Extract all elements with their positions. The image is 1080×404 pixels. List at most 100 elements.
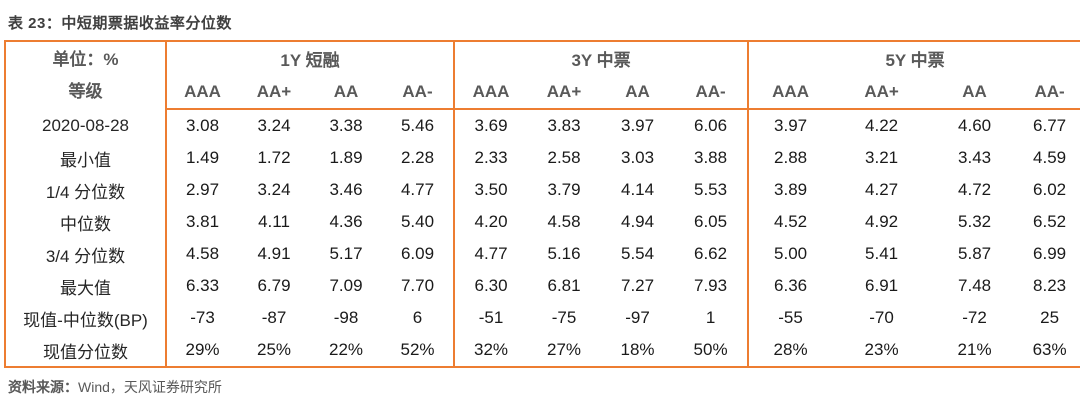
value-cell: 6.30	[453, 270, 528, 302]
value-cell: 6.79	[257, 276, 291, 295]
value-cell: 6	[412, 308, 423, 327]
value-cell: 2.33	[453, 142, 528, 174]
source-text: Wind，天风证券研究所	[78, 379, 222, 395]
value-cell: 6.91	[865, 276, 899, 295]
row-label: 现值分位数	[43, 342, 128, 362]
value-cell: 3.21	[865, 148, 899, 167]
value-cell: 4.91	[257, 244, 291, 263]
value-cell: 3.81	[165, 206, 238, 238]
rating-header: AA-	[674, 75, 749, 110]
value-cell: 4.94	[620, 212, 655, 231]
table-row: 最大值 6.33 6.79 7.09 7.70 6.30 6.81 7.27 7.93 6.36 6…	[5, 270, 1080, 302]
table-row: 现值-中位数(BP) -73 -87 -98 6 -51 -75 -97 1 -55 -70 -72 2…	[5, 302, 1080, 334]
value-cell: 22%	[328, 340, 364, 359]
rating-header: AA+	[238, 75, 310, 110]
value-cell: 7.48	[958, 276, 992, 295]
value-cell: 21%	[957, 340, 992, 359]
value-cell: -75	[551, 308, 577, 327]
value-cell: 1.72	[257, 148, 291, 167]
group-header-3y: 3Y 中票	[453, 41, 749, 75]
rating-header: AA	[310, 75, 382, 110]
source-label: 资料来源：	[8, 379, 78, 395]
value-cell: 4.22	[865, 116, 899, 135]
value-cell: 2.88	[747, 142, 833, 174]
value-cell: 4.92	[865, 212, 899, 231]
value-cell: 25%	[256, 340, 292, 359]
rating-subheader-row: AAA AA+ AA AA- AAA AA+ AA AA- AAA AA+ AA AA-	[5, 75, 1080, 110]
value-cell: 50%	[693, 340, 728, 359]
rating-header: AA	[931, 75, 1019, 110]
rating-header: AA-	[382, 75, 455, 110]
value-cell: 3.38	[329, 116, 363, 135]
table-row: 3/4 分位数 4.58 4.91 5.17 6.09 4.77 5.16 5.54 6.62 5…	[5, 238, 1080, 270]
value-cell: 5.32	[958, 212, 992, 231]
value-cell: 5.46	[400, 116, 435, 135]
value-cell: 32%	[453, 334, 528, 367]
value-cell: 6.81	[547, 276, 581, 295]
row-label: 最小值	[60, 150, 111, 170]
value-cell: 3.24	[257, 180, 291, 199]
value-cell: 5.40	[400, 212, 435, 231]
value-cell: 5.00	[747, 238, 833, 270]
unit-label: 单位：%	[52, 49, 119, 69]
value-cell: 4.59	[1033, 148, 1067, 167]
value-cell: 4.77	[453, 238, 528, 270]
value-cell: 27%	[547, 340, 582, 359]
value-cell: 5.17	[329, 244, 363, 263]
value-cell: -51	[453, 302, 528, 334]
row-label: 最大值	[60, 278, 111, 298]
value-cell: 3.79	[547, 180, 581, 199]
value-cell: -87	[261, 308, 287, 327]
yield-percentile-table: 单位：% 等级 1Y 短融 3Y 中票 5Y 中票 AAA AA+ AA AA- AAA…	[4, 40, 1080, 368]
value-cell: 4.60	[958, 116, 992, 135]
value-cell: 3.97	[620, 116, 655, 135]
value-cell: 5.87	[958, 244, 992, 263]
value-cell: 4.72	[958, 180, 992, 199]
value-cell: 6.77	[1033, 116, 1067, 135]
value-cell: 6.52	[1033, 212, 1067, 231]
value-cell: -98	[333, 308, 359, 327]
row-label: 2020-08-28	[42, 115, 129, 135]
value-cell: 1.89	[329, 148, 363, 167]
value-cell: 3.08	[165, 109, 238, 142]
rating-header: AA+	[832, 75, 932, 110]
table-row: 现值分位数 29% 25% 22% 52% 32% 27% 18% 50% 28% 23% 21% 63…	[5, 334, 1080, 367]
group-header-1y: 1Y 短融	[164, 41, 455, 75]
header-unit-grade-cell: 单位：% 等级	[5, 41, 166, 109]
table-row: 中位数 3.81 4.11 4.36 5.40 4.20 4.58 4.94 6.05 4.52 4…	[5, 206, 1080, 238]
value-cell: 1	[705, 308, 716, 327]
value-cell: 1.49	[165, 142, 238, 174]
rating-header: AAA	[165, 75, 238, 110]
value-cell: 23%	[864, 340, 899, 359]
value-cell: 7.93	[694, 276, 728, 295]
value-cell: 6.36	[747, 270, 833, 302]
table-row: 2020-08-28 3.08 3.24 3.38 5.46 3.69 3.83 3.97 6.…	[5, 109, 1080, 142]
value-cell: 3.89	[747, 174, 833, 206]
value-cell: 7.70	[400, 276, 435, 295]
value-cell: 7.27	[620, 276, 655, 295]
value-cell: 4.77	[400, 180, 435, 199]
value-cell: 2.97	[165, 174, 238, 206]
rating-header: AA	[601, 75, 675, 110]
table-row: 1/4 分位数 2.97 3.24 3.46 4.77 3.50 3.79 4.14 5.53 3…	[5, 174, 1080, 206]
value-cell: 6.09	[400, 244, 435, 263]
table-row: 最小值 1.49 1.72 1.89 2.28 2.33 2.58 3.03 3.88 2.88 3…	[5, 142, 1080, 174]
row-label: 中位数	[60, 214, 111, 234]
rating-header: AA-	[1018, 75, 1080, 110]
value-cell: 5.53	[694, 180, 728, 199]
value-cell: -55	[747, 302, 833, 334]
value-cell: -97	[625, 308, 650, 327]
row-label: 现值-中位数(BP)	[23, 310, 148, 330]
value-cell: 25	[1040, 308, 1060, 327]
value-cell: 6.62	[694, 244, 728, 263]
value-cell: 52%	[400, 340, 435, 359]
grade-label: 等级	[68, 81, 103, 101]
value-cell: 4.36	[329, 212, 363, 231]
value-cell: 3.50	[453, 174, 528, 206]
value-cell: 4.20	[453, 206, 528, 238]
rating-header: AAA	[747, 75, 833, 110]
value-cell: 3.88	[694, 148, 728, 167]
value-cell: 4.14	[620, 180, 655, 199]
value-cell: 3.83	[547, 116, 581, 135]
value-cell: 4.58	[165, 238, 238, 270]
